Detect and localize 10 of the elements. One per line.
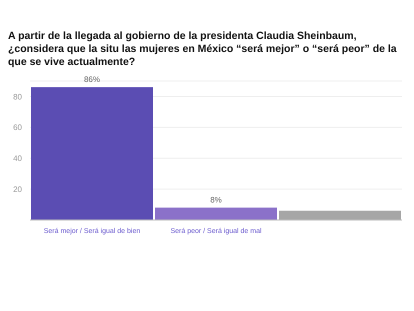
y-tick-label: 60	[13, 123, 23, 132]
bar	[155, 208, 277, 220]
y-tick-label: 40	[13, 154, 23, 164]
y-tick-label: 20	[13, 184, 23, 194]
y-tick-label: 80	[13, 92, 23, 102]
data-label: 86%	[84, 75, 100, 84]
chart-title: A partir de la llegada al gobierno de la presidenta Claudia Sheinbaum, ¿considera que la situ las mujeres en México “será mejor” o “será peor” de la que se vive actualmente?	[8, 30, 398, 69]
bar	[31, 87, 153, 220]
data-label: 8%	[210, 196, 222, 205]
bar	[279, 210, 401, 220]
